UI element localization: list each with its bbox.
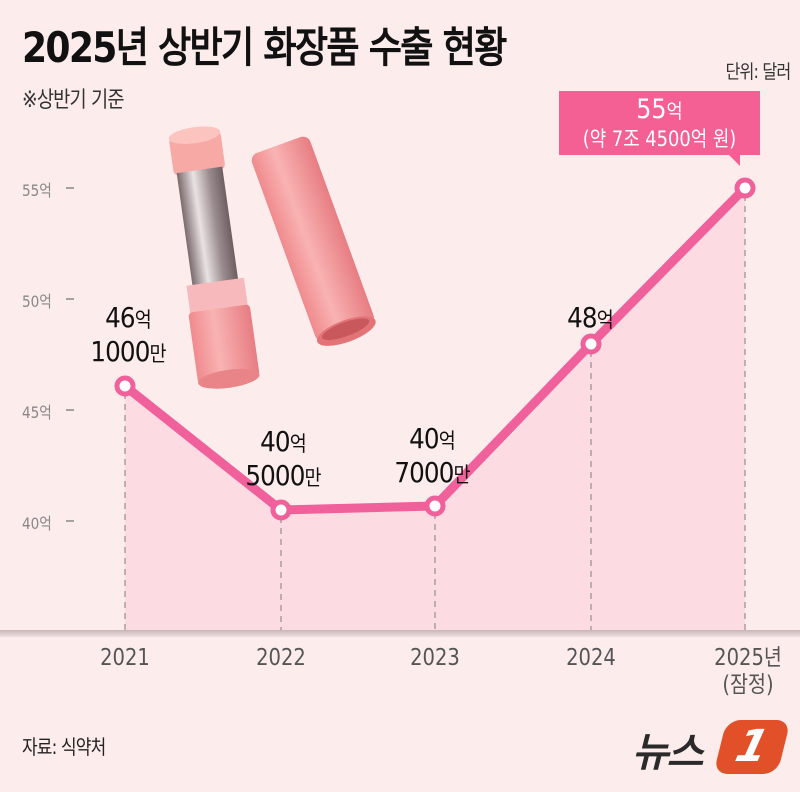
- logo-badge: 1: [713, 720, 791, 774]
- chart-subtitle: ※상반기 기준: [22, 88, 125, 113]
- x-label-2024: 2024: [566, 645, 616, 671]
- data-point-2024: [580, 333, 602, 355]
- x-label-2021: 2021: [100, 645, 150, 671]
- x-axis-baseline: [0, 630, 800, 637]
- chart-title: 2025년 상반기 화장품 수출 현황: [22, 23, 507, 72]
- data-point-2023: [424, 495, 446, 517]
- lipstick-illustration: [168, 126, 260, 389]
- y-tick-label: 40억: [22, 514, 52, 533]
- drop-lines: [124, 195, 746, 633]
- source-label: 자료: 식약처: [22, 735, 106, 759]
- data-point-2025: [734, 177, 756, 199]
- unit-label: 단위: 달러: [725, 61, 791, 83]
- callout-tail: [728, 154, 740, 166]
- y-tick-label: 55억: [22, 181, 52, 200]
- value-label-2024: 48억: [567, 301, 614, 334]
- value-label-2022: 40억 5000만: [245, 425, 321, 492]
- data-point-2022: [270, 499, 292, 521]
- x-label-2023: 2023: [410, 645, 460, 671]
- logo-text: 뉴스: [632, 730, 704, 776]
- news1-logo: 뉴스 1: [628, 718, 794, 778]
- value-label-2023: 40억 7000만: [394, 422, 470, 489]
- lipstick-cap-illustration: [251, 136, 376, 346]
- x-label-2022: 2022: [256, 645, 306, 671]
- area-fill: [125, 188, 745, 633]
- y-tick-marks: [66, 187, 74, 522]
- data-point-2021: [114, 375, 136, 397]
- callout-2025: 55억 (약 7조 4500억 원): [559, 91, 760, 155]
- y-tick-label: 50억: [22, 292, 52, 311]
- value-label-2021: 46억 1000만: [90, 301, 166, 368]
- x-label-2025: 2025년 (잠정): [714, 645, 782, 698]
- y-tick-label: 45억: [22, 403, 52, 422]
- data-markers: [114, 177, 756, 521]
